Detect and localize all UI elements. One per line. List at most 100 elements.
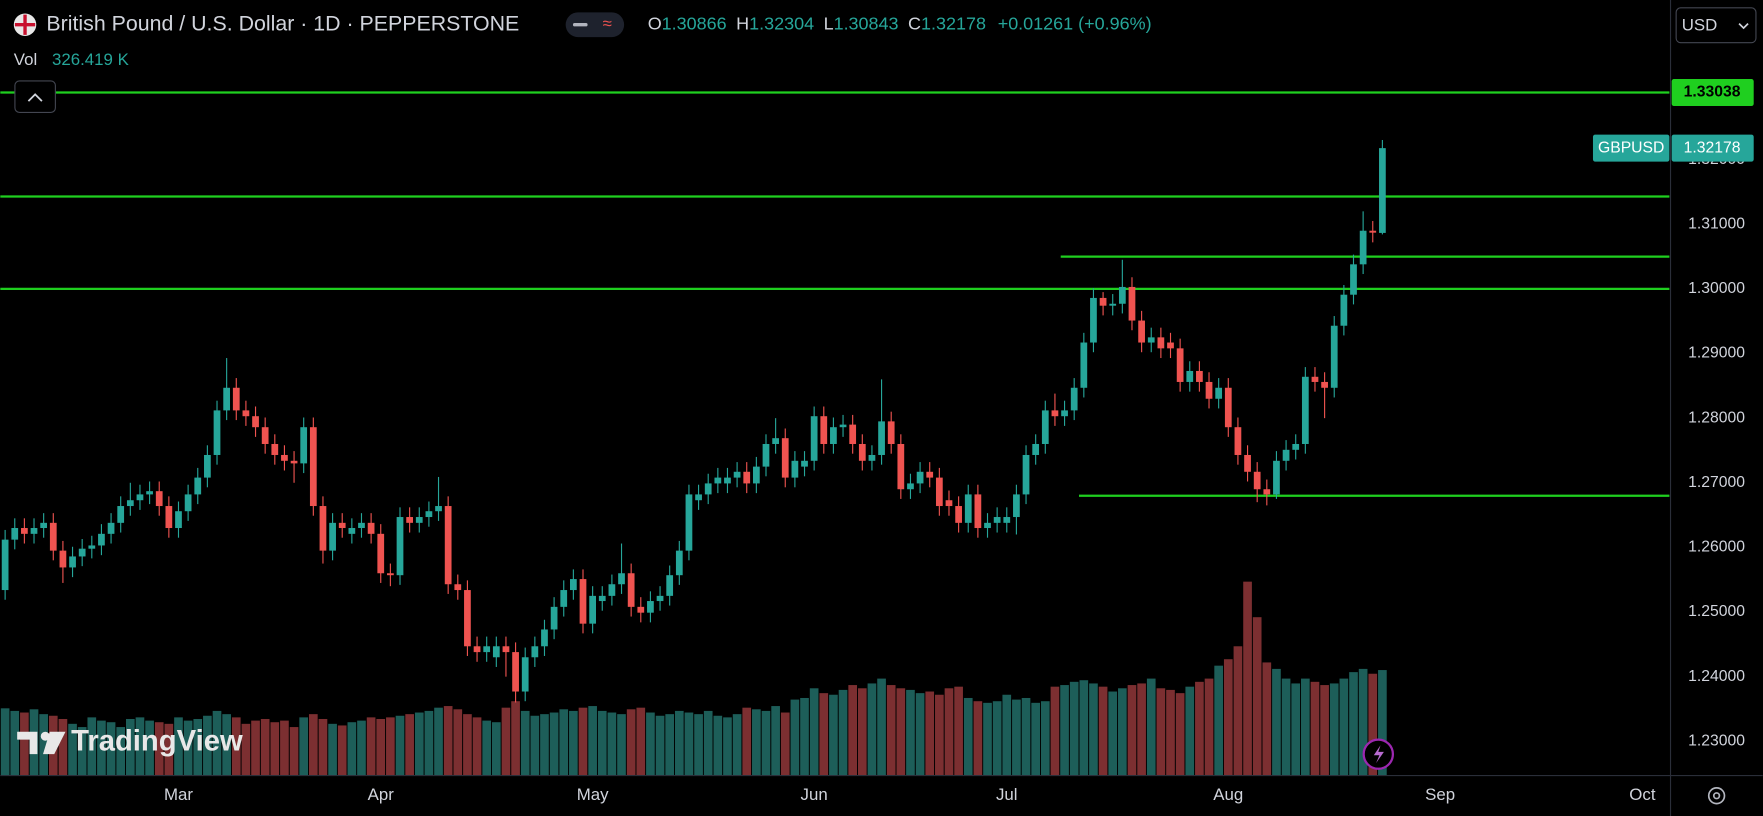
candle-body [1205,381,1213,399]
candle-body [1070,387,1078,411]
candle-body [1099,297,1107,306]
candle-body [1359,230,1367,265]
currency-dropdown[interactable] [1675,7,1757,44]
volume-bar [1175,693,1185,776]
symbol-title[interactable]: British Pound / U.S. Dollar · 1D · PEPPE… [46,11,519,35]
candle-body [608,584,616,596]
volume-bar [829,694,838,776]
volume-bar [857,688,867,776]
ohlc-label: H [736,13,749,33]
volume-bar [357,720,366,776]
candle-body [733,471,741,478]
volume-bar [1060,685,1069,776]
volume-bar [809,688,819,776]
volume-bar [434,707,443,776]
candle-body [820,416,828,444]
indicator-toggle[interactable] [565,12,625,38]
volume-bar [1021,697,1031,776]
volume-bar [424,710,434,776]
volume-bar [1069,681,1079,776]
legend-header: British Pound / U.S. Dollar · 1D · PEPPE… [13,11,1152,113]
dropdown-icon [1738,23,1749,30]
x-tick-label: Jun [801,785,828,804]
volume-bar [906,689,915,776]
settings-icon [1712,792,1721,800]
candle-body [502,646,510,653]
collapse-icon [27,93,43,102]
volume-bar [10,710,20,776]
candle-body [907,483,914,490]
volume-bar [164,723,174,776]
volume-bar [752,709,761,776]
candle-body [935,477,943,507]
candle-body [175,511,182,529]
toggle-icon: ≈ [603,14,612,33]
candle-body [945,500,953,507]
candle-body [98,533,105,546]
volume-bar [386,717,395,776]
candle-body [1013,494,1020,518]
candle-body [415,517,423,523]
y-tick-label: 1.23000 [1688,732,1745,749]
volume-bar [280,720,289,776]
volume-bar [800,697,809,776]
candle-body [685,494,693,551]
volume-bar [886,685,896,776]
x-tick-label: Jul [996,785,1018,804]
candle-body [444,506,452,585]
volume-bar [337,725,347,776]
candle-body [1138,320,1145,343]
volume-bar [405,714,414,776]
logo-shape [43,731,66,755]
volume-bar [395,715,405,776]
candle-body [261,427,269,444]
volume-bar [597,710,607,776]
volume-bar [87,717,97,776]
y-tick-label: 1.31000 [1688,215,1745,232]
candle-body [11,528,19,540]
candle-body [984,522,991,529]
volume-bar [684,712,694,776]
volume-bar [1137,683,1146,776]
volume-bar [1166,689,1175,776]
candle-body [1263,489,1271,495]
candle-body [1032,443,1040,455]
candle-body [396,517,404,576]
settings-button[interactable] [1707,787,1726,805]
line-price-tag [1671,79,1754,107]
volume-bar [1012,699,1021,776]
volume-bar [1252,617,1262,776]
collapse-button[interactable] [14,80,56,113]
candle-body [425,511,433,518]
volume-bar [231,717,241,776]
candle-body [521,657,529,692]
volume-bar [145,720,154,776]
candle-body [849,424,857,444]
candle-body [868,454,876,461]
volume-bar [1089,683,1098,776]
volume-bar [135,717,145,776]
volume-bar [549,712,559,776]
volume-bar [1146,678,1156,776]
volume-bar [915,693,925,776]
y-tick-label: 1.24000 [1688,668,1745,685]
volume-bar [154,722,164,776]
volume-bar [1040,701,1050,776]
candle-body [290,460,298,464]
ohlc-label: O [648,13,662,33]
candle-body [300,427,308,464]
event-icon [1373,745,1384,764]
volume-bar [125,718,135,776]
volume-bar [1291,683,1301,776]
candle-body [367,522,375,534]
volume-bar [540,714,549,776]
candle-body [974,494,982,529]
y-tick-label: 1.26000 [1688,539,1745,556]
candle-body [107,522,115,534]
volume-value: 326.419 K [52,50,130,69]
price-axis [1670,0,1763,816]
volume-bar [819,693,829,776]
candle-body [1080,342,1088,388]
candle-body [724,477,731,484]
